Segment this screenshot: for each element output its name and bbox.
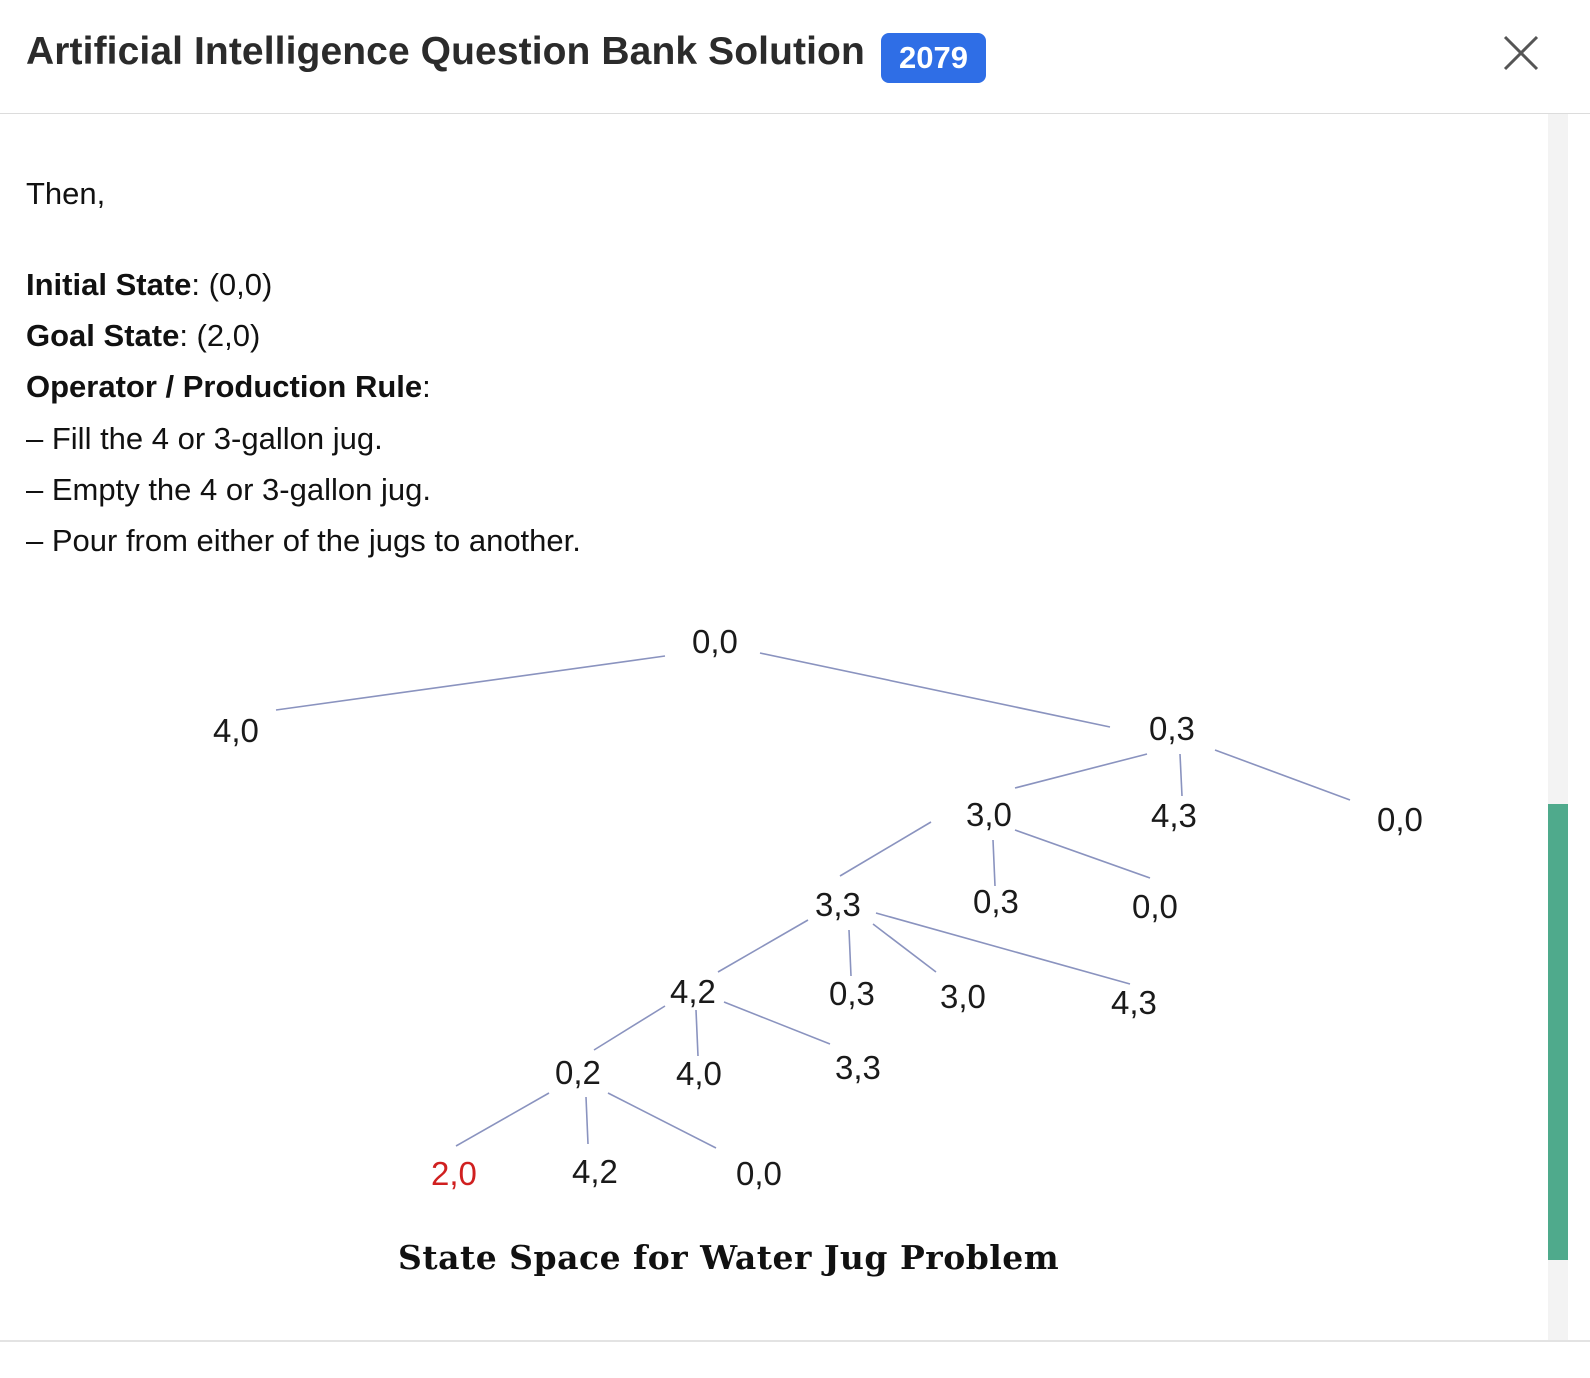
edge: [759, 652, 1111, 728]
edge: [1014, 753, 1148, 789]
state-space-diagram: 0,0 4,0 0,3 3,0 4,3 0,0 3,3 0,3 0,0 4,2 …: [213, 623, 1423, 1192]
diagram-caption: State Space for Water Jug Problem: [398, 1238, 1060, 1277]
edge: [992, 839, 996, 887]
state-node: 3,0: [940, 978, 986, 1015]
edge: [695, 1009, 699, 1057]
modal-footer-divider: [0, 1340, 1590, 1342]
state-node: 3,3: [835, 1049, 881, 1086]
edge: [455, 1092, 550, 1147]
state-node: 4,3: [1111, 984, 1157, 1021]
initial-state-value: : (0,0): [191, 267, 273, 302]
edge: [275, 655, 666, 711]
edge: [1014, 829, 1151, 879]
rule-item: – Fill the 4 or 3-gallon jug.: [26, 421, 383, 456]
close-button[interactable]: [1498, 30, 1544, 76]
state-node: 4,0: [676, 1055, 722, 1092]
state-node: 4,3: [1151, 797, 1197, 834]
operator-line: Operator / Production Rule:: [26, 369, 431, 405]
initial-state-line: Initial State: (0,0): [26, 267, 272, 303]
goal-state-value: : (2,0): [179, 318, 261, 353]
state-node: 4,2: [670, 973, 716, 1010]
then-text: Then,: [26, 176, 106, 211]
goal-state-label: Goal State: [26, 318, 180, 353]
state-node: 3,3: [815, 886, 861, 923]
state-node: 0,3: [1149, 710, 1195, 747]
edge: [585, 1096, 589, 1145]
state-node: 0,0: [1377, 801, 1423, 838]
modal-header: Artificial Intelligence Question Bank So…: [0, 0, 1590, 114]
state-node: 4,0: [213, 712, 259, 749]
operator-label: Operator / Production Rule: [26, 369, 423, 404]
state-node: 0,0: [736, 1155, 782, 1192]
edge: [723, 1001, 831, 1045]
state-node: 0,0: [1132, 888, 1178, 925]
initial-state-label: Initial State: [26, 267, 192, 302]
edge: [875, 912, 1131, 985]
edge: [848, 929, 852, 977]
state-node: 0,2: [555, 1054, 601, 1091]
state-node: 3,0: [966, 796, 1012, 833]
close-icon: [1503, 35, 1539, 71]
edge: [607, 1092, 717, 1149]
edge: [839, 821, 932, 877]
edge: [717, 919, 809, 973]
rule-item: – Empty the 4 or 3-gallon jug.: [26, 472, 431, 507]
state-node: 4,2: [572, 1153, 618, 1190]
edge: [1214, 749, 1351, 801]
edge: [593, 1005, 666, 1051]
tree-edges: [275, 652, 1351, 1149]
state-node: 0,0: [692, 623, 738, 660]
operator-suffix: :: [422, 369, 431, 404]
goal-state-node: 2,0: [431, 1155, 477, 1192]
goal-state-line: Goal State: (2,0): [26, 318, 260, 354]
state-node: 0,3: [973, 883, 1019, 920]
edge: [872, 923, 937, 973]
tree-nodes: 0,0 4,0 0,3 3,0 4,3 0,0 3,3 0,3 0,0 4,2 …: [213, 623, 1423, 1192]
modal-title: Artificial Intelligence Question Bank So…: [26, 30, 865, 73]
modal-body[interactable]: Then, Initial State: (0,0) Goal State: (…: [0, 114, 1548, 1340]
state-node: 0,3: [829, 975, 875, 1012]
scrollbar-thumb[interactable]: [1548, 804, 1568, 1260]
year-badge: 2079: [881, 33, 986, 83]
edge: [1179, 753, 1183, 797]
rule-item: – Pour from either of the jugs to anothe…: [26, 523, 581, 558]
